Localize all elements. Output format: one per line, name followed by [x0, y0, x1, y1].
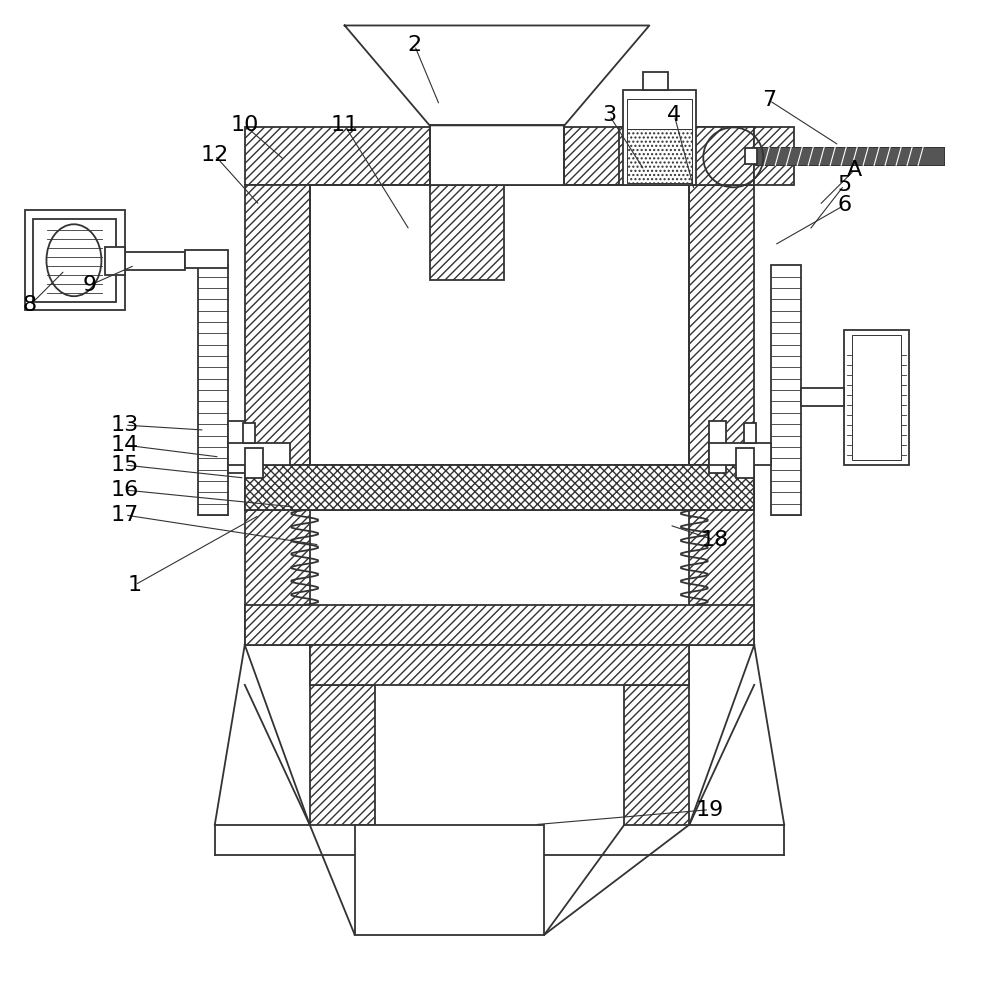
Bar — [245, 448, 263, 478]
Bar — [709, 421, 726, 473]
Bar — [430, 125, 564, 185]
Bar — [245, 465, 754, 510]
Text: 7: 7 — [762, 90, 776, 110]
Bar — [771, 265, 801, 515]
Bar — [627, 99, 692, 129]
Bar — [627, 129, 692, 183]
Bar — [310, 185, 689, 465]
Bar — [355, 825, 544, 935]
Bar — [125, 252, 185, 270]
Bar — [619, 127, 754, 185]
Bar — [243, 423, 255, 443]
Text: 1: 1 — [128, 575, 142, 595]
Bar — [33, 219, 116, 302]
Bar — [310, 685, 375, 825]
Bar — [245, 127, 430, 185]
Text: 11: 11 — [331, 115, 359, 135]
Text: 15: 15 — [111, 455, 139, 475]
Bar — [185, 250, 228, 268]
Bar — [852, 335, 901, 460]
Bar — [745, 148, 757, 164]
Bar — [624, 645, 689, 685]
Text: 8: 8 — [23, 295, 37, 315]
Bar — [844, 330, 909, 465]
Text: 13: 13 — [111, 415, 139, 435]
Text: A: A — [846, 160, 862, 180]
Text: 3: 3 — [602, 105, 616, 125]
Text: 16: 16 — [111, 480, 139, 500]
Bar — [245, 465, 754, 510]
Bar — [105, 247, 125, 275]
Bar — [623, 90, 696, 185]
Bar — [245, 465, 754, 510]
Bar — [754, 147, 944, 165]
Polygon shape — [345, 25, 649, 125]
Bar — [801, 388, 844, 406]
Bar — [245, 185, 310, 645]
Text: 6: 6 — [837, 195, 851, 215]
Bar — [228, 443, 290, 465]
Bar — [754, 127, 794, 185]
Bar — [430, 185, 504, 280]
Text: 10: 10 — [231, 115, 259, 135]
Text: 14: 14 — [111, 435, 139, 455]
Bar — [228, 421, 245, 473]
Text: 5: 5 — [837, 175, 851, 195]
Text: 9: 9 — [83, 275, 97, 295]
Bar — [310, 645, 689, 685]
Text: 18: 18 — [700, 530, 728, 550]
Bar — [564, 127, 754, 185]
Bar — [709, 443, 771, 465]
Text: 4: 4 — [667, 105, 681, 125]
Text: 19: 19 — [695, 800, 723, 820]
Text: 2: 2 — [408, 35, 422, 55]
Bar — [689, 185, 754, 645]
Text: 17: 17 — [111, 505, 139, 525]
Bar — [245, 605, 754, 645]
Bar — [310, 645, 375, 685]
Bar — [736, 448, 754, 478]
Text: 12: 12 — [201, 145, 229, 165]
Bar — [744, 423, 756, 443]
Bar — [643, 72, 668, 90]
Bar — [198, 265, 228, 515]
Bar — [245, 465, 754, 510]
Bar — [624, 685, 689, 825]
Bar — [25, 210, 125, 310]
